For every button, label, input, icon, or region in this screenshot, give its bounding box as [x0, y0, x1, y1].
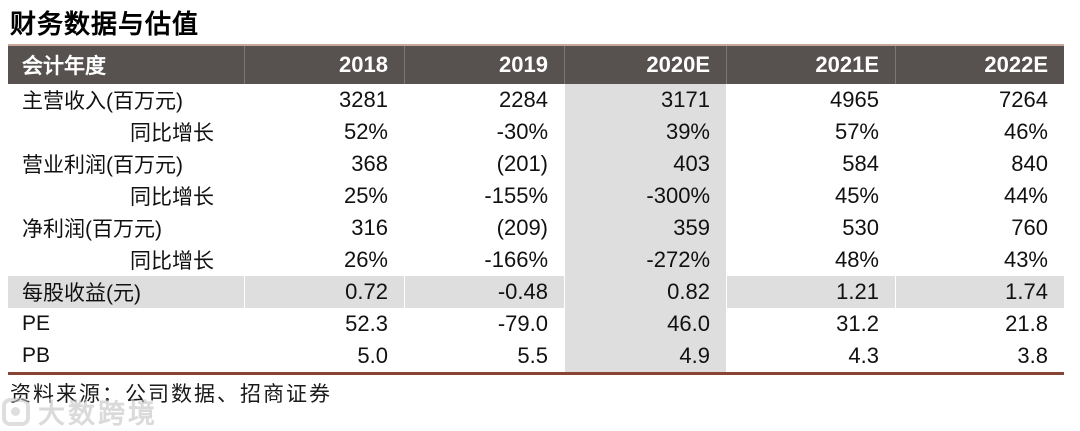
value-cell: 403: [565, 148, 727, 180]
table-row-pb: PB 5.0 5.5 4.9 4.3 3.8: [8, 340, 1064, 372]
value-cell: 4.9: [565, 340, 727, 372]
value-cell: 1.21: [727, 276, 896, 308]
row-label: PE: [8, 308, 245, 340]
header-cell-2022e: 2022E: [984, 52, 1048, 77]
value-cell: 5.5: [405, 340, 565, 372]
value-cell: 316: [245, 212, 405, 244]
value-cell: 46.0: [565, 308, 727, 340]
value-cell: 44%: [1003, 183, 1048, 208]
row-label: 营业利润(百万元): [8, 148, 245, 180]
value-cell: 46%: [1003, 119, 1048, 144]
table-row-net-profit: 净利润(百万元) 316 (209) 359 530 760: [8, 212, 1064, 244]
row-label: 同比增长: [8, 116, 245, 148]
value-cell: 4965: [727, 84, 896, 116]
value-cell: 760: [1011, 215, 1048, 240]
value-cell: 4.3: [727, 340, 896, 372]
value-cell: 45%: [727, 180, 896, 212]
value-cell: 48%: [727, 244, 896, 276]
value-cell: -300%: [565, 180, 727, 212]
header-cell-fiscal-year: 会计年度: [8, 46, 245, 84]
value-cell: 26%: [245, 244, 405, 276]
value-cell: 530: [727, 212, 896, 244]
value-cell: 0.72: [245, 276, 405, 308]
value-cell: 57%: [727, 116, 896, 148]
value-cell: 840: [1011, 151, 1048, 176]
financial-table: 会计年度 2018 2019 2020E 2021E 2022E 主营收入(百万…: [8, 44, 1064, 375]
table-row-operating-profit-yoy: 同比增长 25% -155% -300% 45% 44%: [8, 180, 1064, 212]
table-row-pe: PE 52.3 -79.0 46.0 31.2 21.8: [8, 308, 1064, 340]
value-cell: -79.0: [405, 308, 565, 340]
value-cell: -166%: [405, 244, 565, 276]
value-cell: 31.2: [727, 308, 896, 340]
value-cell: 21.8: [1005, 311, 1048, 336]
watermark: 大数跨境: [2, 392, 158, 431]
value-cell: 584: [727, 148, 896, 180]
row-label: 同比增长: [8, 180, 245, 212]
page-title: 财务数据与估值: [10, 9, 200, 39]
header-cell-2020e: 2020E: [565, 46, 727, 84]
header-cell-2019: 2019: [405, 46, 565, 84]
value-cell: 0.82: [565, 276, 727, 308]
value-cell: 25%: [245, 180, 405, 212]
value-cell: 2284: [405, 84, 565, 116]
value-cell: 7264: [999, 87, 1048, 112]
watermark-logo-icon: [2, 397, 30, 426]
source-note: 资料来源：公司数据、招商证券: [10, 383, 332, 406]
row-label: 每股收益(元): [8, 276, 245, 308]
value-cell: 39%: [565, 116, 727, 148]
value-cell: (201): [405, 148, 565, 180]
value-cell: -30%: [405, 116, 565, 148]
table-row-net-profit-yoy: 同比增长 26% -166% -272% 48% 43%: [8, 244, 1064, 276]
value-cell: -0.48: [405, 276, 565, 308]
header-cell-2018: 2018: [245, 46, 405, 84]
value-cell: -155%: [405, 180, 565, 212]
row-label: PB: [8, 340, 245, 372]
value-cell: 3281: [245, 84, 405, 116]
table-row-operating-profit: 营业利润(百万元) 368 (201) 403 584 840: [8, 148, 1064, 180]
value-cell: 5.0: [245, 340, 405, 372]
watermark-text: 大数跨境: [38, 399, 158, 429]
table-row-revenue: 主营收入(百万元) 3281 2284 3171 4965 7264: [8, 84, 1064, 116]
row-label: 同比增长: [8, 244, 245, 276]
row-label: 净利润(百万元): [8, 212, 245, 244]
value-cell: 1.74: [896, 276, 1064, 308]
value-cell: 43%: [1003, 247, 1048, 272]
value-cell: -272%: [565, 244, 727, 276]
value-cell: (209): [405, 212, 565, 244]
value-cell: 368: [245, 148, 405, 180]
value-cell: 52.3: [245, 308, 405, 340]
value-cell: 3.8: [1017, 343, 1048, 368]
value-cell: 359: [565, 212, 727, 244]
value-cell: 3171: [565, 84, 727, 116]
value-cell: 52%: [245, 116, 405, 148]
table-header-row: 会计年度 2018 2019 2020E 2021E 2022E: [8, 44, 1064, 84]
header-cell-2021e: 2021E: [727, 46, 896, 84]
table-row-revenue-yoy: 同比增长 52% -30% 39% 57% 46%: [8, 116, 1064, 148]
table-row-eps: 每股收益(元) 0.72 -0.48 0.82 1.21 1.74: [8, 276, 1064, 308]
row-label: 主营收入(百万元): [8, 84, 245, 116]
